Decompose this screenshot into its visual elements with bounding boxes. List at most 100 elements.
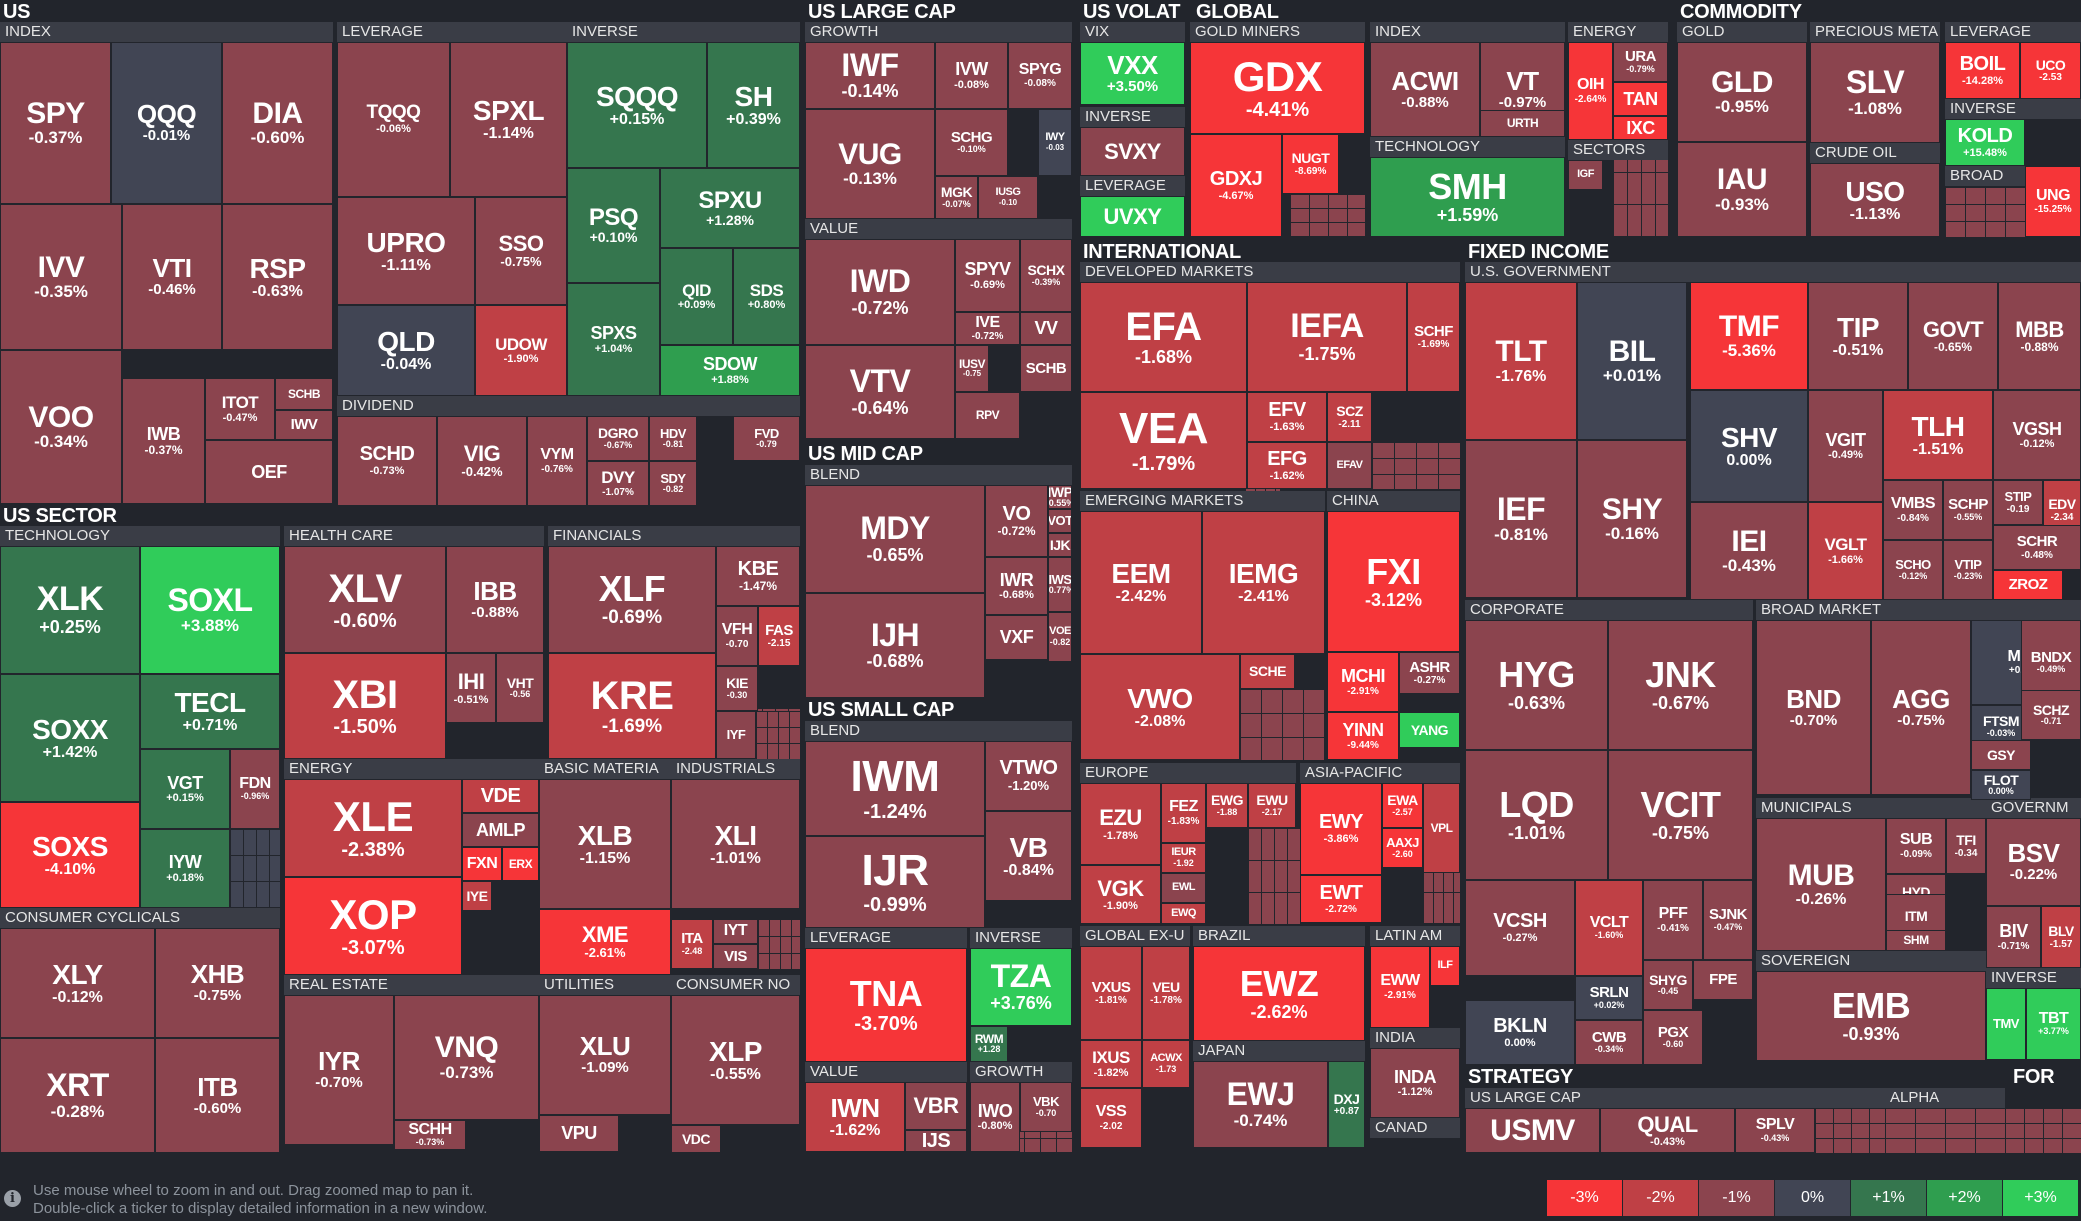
ticker-tile-sso[interactable]: SSO -0.75% (475, 197, 567, 305)
ticker-tile-govt[interactable]: GOVT -0.65% (1908, 282, 1998, 390)
ticker-tile-vht[interactable]: VHT -0.56 (496, 653, 544, 723)
ticker-tile-ewz[interactable]: EWZ -2.62% (1193, 946, 1365, 1041)
ticker-tile-ita[interactable]: ITA -2.48 (671, 919, 713, 969)
ticker-tile-ihi[interactable]: IHI -0.51% (446, 653, 496, 723)
ticker-tile-hdv[interactable]: HDV -0.81 (649, 416, 697, 461)
ticker-tile-slv[interactable]: SLV -1.08% (1810, 42, 1940, 143)
ticker-tile-svxy[interactable]: SVXY (1080, 127, 1185, 176)
ticker-tile-dia[interactable]: DIA -0.60% (222, 42, 333, 204)
ticker-tile-mdy[interactable]: MDY -0.65% (805, 485, 985, 593)
ticker-tile-dvy[interactable]: DVY -1.07% (587, 461, 649, 506)
ticker-tile-udow[interactable]: UDOW -1.90% (475, 305, 567, 396)
ticker-tile-acwx[interactable]: ACWX -1.73 (1142, 1040, 1190, 1088)
ticker-tile-vis[interactable]: VIS (713, 944, 758, 969)
ticker-tile-schb[interactable]: SCHB (275, 378, 333, 410)
ticker-tile-erx[interactable]: ERX (502, 847, 539, 881)
ticker-tile-shv[interactable]: SHV 0.00% (1690, 390, 1808, 502)
ticker-tile-eem[interactable]: EEM -2.42% (1080, 511, 1202, 654)
ticker-tile-gsy[interactable]: GSY (1971, 740, 2031, 770)
ticker-tile-spyv[interactable]: SPYV -0.69% (955, 239, 1020, 312)
ticker-tile-vxf[interactable]: VXF (985, 615, 1048, 660)
ticker-tile-fvd[interactable]: FVD -0.79 (733, 416, 800, 461)
ticker-tile-usmv[interactable]: USMV (1465, 1108, 1600, 1153)
ticker-tile-psq[interactable]: PSQ +0.10% (567, 168, 660, 283)
ticker-tile-splv[interactable]: SPLV -0.43% (1735, 1108, 1815, 1153)
ticker-tile-acwi[interactable]: ACWI -0.88% (1370, 42, 1480, 137)
ticker-tile-efg[interactable]: EFG -1.62% (1247, 442, 1327, 489)
ticker-tile-soxx[interactable]: SOXX +1.42% (0, 674, 140, 802)
ticker-tile-ieur[interactable]: IEUR -1.92 (1161, 843, 1206, 873)
ticker-tile-xly[interactable]: XLY -0.12% (0, 928, 155, 1038)
ticker-tile-hyg[interactable]: HYG -0.63% (1465, 620, 1608, 750)
ticker-tile-biv[interactable]: BIV -0.71% (1986, 906, 2041, 968)
ticker-tile-uvxy[interactable]: UVXY (1080, 196, 1185, 237)
ticker-tile-bkln[interactable]: BKLN 0.00% (1465, 1000, 1575, 1065)
ticker-tile-ief[interactable]: IEF -0.81% (1465, 440, 1577, 598)
ticker-tile-tlt[interactable]: TLT -1.76% (1465, 282, 1577, 440)
ticker-tile-iusg[interactable]: IUSG -0.10 (978, 176, 1038, 219)
ticker-tile-voo[interactable]: VOO -0.34% (0, 350, 122, 504)
ticker-tile-tna[interactable]: TNA -3.70% (805, 948, 967, 1062)
ticker-tile-fxn[interactable]: FXN (462, 847, 502, 881)
ticker-tile-iyr[interactable]: IYR -0.70% (284, 995, 394, 1145)
ticker-tile-ivv[interactable]: IVV -0.35% (0, 204, 122, 350)
ticker-tile-amlp[interactable]: AMLP (462, 813, 539, 847)
ticker-tile-shyg[interactable]: SHYG -0.45 (1643, 960, 1693, 1010)
ticker-tile-xlv[interactable]: XLV -0.60% (284, 546, 446, 653)
ticker-tile-vot[interactable]: VOT (1048, 509, 1072, 533)
ticker-tile-iwb[interactable]: IWB -0.37% (122, 378, 205, 504)
ticker-tile-inda[interactable]: INDA -1.12% (1370, 1048, 1460, 1118)
ticker-tile-tan[interactable]: TAN (1613, 82, 1668, 116)
ticker-tile-tlh[interactable]: TLH -1.51% (1883, 390, 1993, 480)
ticker-tile-ijs[interactable]: IJS (905, 1130, 967, 1152)
ticker-tile-iusv[interactable]: IUSV -0.75 (955, 345, 989, 392)
ticker-tile-vwo[interactable]: VWO -2.08% (1080, 654, 1240, 760)
ticker-tile-vgk[interactable]: VGK -1.90% (1080, 865, 1161, 924)
ticker-tile-sds[interactable]: SDS +0.80% (733, 248, 800, 345)
ticker-tile-xrt[interactable]: XRT -0.28% (0, 1038, 155, 1153)
ticker-tile-ashr[interactable]: ASHR -0.27% (1399, 652, 1460, 694)
ticker-tile-iwy[interactable]: IWY -0.03 (1038, 109, 1072, 176)
ticker-tile-vb[interactable]: VB -0.84% (985, 811, 1072, 901)
ticker-tile-vmbs[interactable]: VMBS -0.84% (1883, 480, 1943, 540)
ticker-tile-vpu[interactable]: VPU (539, 1115, 619, 1152)
ticker-tile-vde[interactable]: VDE (462, 779, 539, 813)
ticker-tile-fas[interactable]: FAS -2.15 (758, 606, 800, 666)
ticker-tile-iwm[interactable]: IWM -1.24% (805, 741, 985, 836)
ticker-tile-vxx[interactable]: VXX +3.50% (1080, 42, 1185, 105)
ticker-tile-efav[interactable]: EFAV (1327, 442, 1372, 489)
ticker-tile-fdn[interactable]: FDN -0.96% (230, 749, 280, 829)
ticker-tile-ura[interactable]: URA -0.79% (1613, 42, 1668, 82)
ticker-tile-vea[interactable]: VEA -1.79% (1080, 392, 1247, 489)
ticker-tile-vxus[interactable]: VXUS -1.81% (1080, 946, 1142, 1040)
ticker-tile-pff[interactable]: PFF -0.41% (1643, 880, 1703, 960)
ticker-tile-vgsh[interactable]: VGSH -0.12% (1993, 390, 2081, 480)
ticker-tile-mchi[interactable]: MCHI -2.91% (1327, 652, 1399, 712)
ticker-tile-lqd[interactable]: LQD -1.01% (1465, 750, 1608, 880)
ticker-tile-xlk[interactable]: XLK +0.25% (0, 546, 140, 674)
ticker-tile-oef[interactable]: OEF (205, 440, 333, 504)
ticker-tile-xop[interactable]: XOP -3.07% (284, 877, 462, 975)
ticker-tile-vig[interactable]: VIG -0.42% (437, 416, 527, 506)
ticker-tile-uso[interactable]: USO -1.13% (1810, 163, 1940, 237)
ticker-tile-sdow[interactable]: SDOW +1.88% (660, 345, 800, 396)
ticker-tile-vym[interactable]: VYM -0.76% (527, 416, 587, 506)
ticker-tile-igf[interactable]: IGF (1568, 160, 1603, 190)
ticker-tile-vug[interactable]: VUG -0.13% (805, 109, 935, 219)
ticker-tile-xlf[interactable]: XLF -0.69% (548, 546, 716, 653)
ticker-tile-ewj[interactable]: EWJ -0.74% (1193, 1061, 1328, 1148)
ticker-tile-xme[interactable]: XME -2.61% (539, 909, 671, 975)
ticker-tile-qid[interactable]: QID +0.09% (660, 248, 733, 345)
ticker-tile-yang[interactable]: YANG (1399, 712, 1460, 748)
ticker-tile-vgt[interactable]: VGT +0.15% (140, 749, 230, 829)
ticker-tile-schh[interactable]: SCHH -0.73% (394, 1120, 466, 1150)
ticker-tile-flot[interactable]: FLOT 0.00% (1971, 770, 2031, 800)
ticker-tile-sdy[interactable]: SDY -0.82 (649, 461, 697, 506)
ticker-tile-iyt[interactable]: IYT (713, 919, 758, 944)
ticker-tile-vbr[interactable]: VBR (905, 1082, 967, 1130)
ticker-tile-upro[interactable]: UPRO -1.11% (337, 197, 475, 305)
ticker-tile-ewl[interactable]: EWL (1161, 873, 1206, 903)
ticker-tile-scho[interactable]: SCHO -0.12% (1883, 540, 1943, 600)
ticker-tile-jnk[interactable]: JNK -0.67% (1608, 620, 1753, 750)
